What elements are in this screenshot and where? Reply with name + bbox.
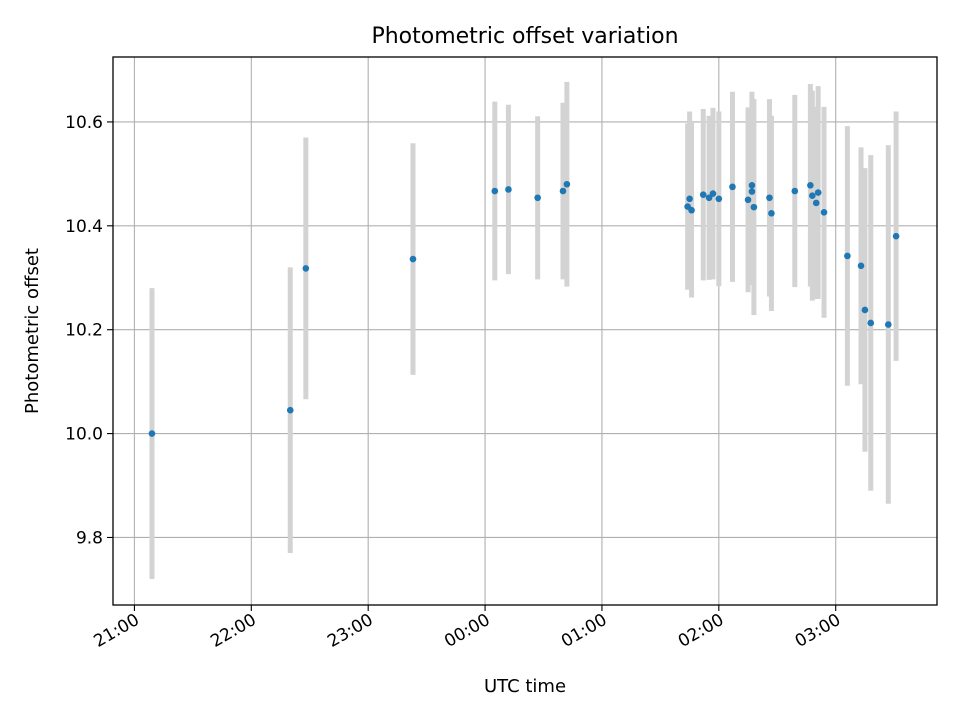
- y-tick-label: 10.0: [65, 425, 103, 445]
- y-axis-ticks: 9.8 10.0 10.2 10.4 10.6: [65, 113, 113, 548]
- y-tick-label: 10.4: [65, 217, 103, 237]
- data-point: [766, 194, 773, 202]
- data-point: [807, 181, 814, 189]
- x-tick-label: 02:00: [675, 610, 727, 652]
- data-point: [857, 262, 865, 270]
- x-tick-label: 21:00: [90, 610, 142, 652]
- data-point: [491, 187, 499, 195]
- data-point: [744, 196, 752, 204]
- x-tick-label: 01:00: [558, 610, 610, 652]
- data-point: [892, 232, 900, 240]
- y-axis-label: Photometric offset: [22, 248, 43, 414]
- data-point: [534, 194, 541, 202]
- data-point: [688, 206, 695, 214]
- error-bars: [149, 81, 899, 580]
- x-tick-label: 00:00: [441, 610, 493, 652]
- y-tick-label: 9.8: [76, 528, 103, 548]
- data-point: [867, 319, 875, 327]
- data-point: [750, 203, 758, 211]
- data-point: [885, 321, 892, 328]
- data-point: [505, 186, 512, 193]
- data-point: [709, 190, 717, 197]
- x-axis-ticks: 21:00 22:00 23:00 00:00 01:00 02:00 03:00: [90, 605, 844, 652]
- data-point: [809, 192, 816, 199]
- data-point: [148, 430, 156, 437]
- data-point: [286, 406, 294, 414]
- data-point: [814, 189, 822, 196]
- data-point: [791, 187, 799, 195]
- x-tick-label: 23:00: [324, 610, 376, 652]
- data-point: [409, 255, 417, 263]
- data-point: [699, 191, 707, 198]
- y-tick-label: 10.6: [65, 113, 103, 133]
- data-point: [563, 180, 571, 188]
- data-point: [844, 252, 851, 260]
- x-tick-label: 22:00: [207, 610, 259, 652]
- data-point: [715, 195, 723, 203]
- data-point: [729, 183, 736, 191]
- data-point: [705, 194, 713, 202]
- data-point: [748, 188, 756, 195]
- data-points: [148, 180, 900, 437]
- data-point: [812, 199, 820, 207]
- data-point: [686, 195, 693, 203]
- data-point: [302, 265, 310, 272]
- data-point: [768, 210, 775, 217]
- x-axis-label: UTC time: [484, 676, 566, 697]
- x-tick-label: 03:00: [792, 610, 844, 652]
- data-point: [820, 209, 828, 216]
- data-point: [748, 181, 756, 189]
- plot-frame: [112, 56, 938, 606]
- data-point: [559, 187, 567, 195]
- data-point: [861, 306, 869, 314]
- chart-title: Photometric offset variation: [371, 24, 678, 49]
- y-tick-label: 10.2: [65, 321, 103, 341]
